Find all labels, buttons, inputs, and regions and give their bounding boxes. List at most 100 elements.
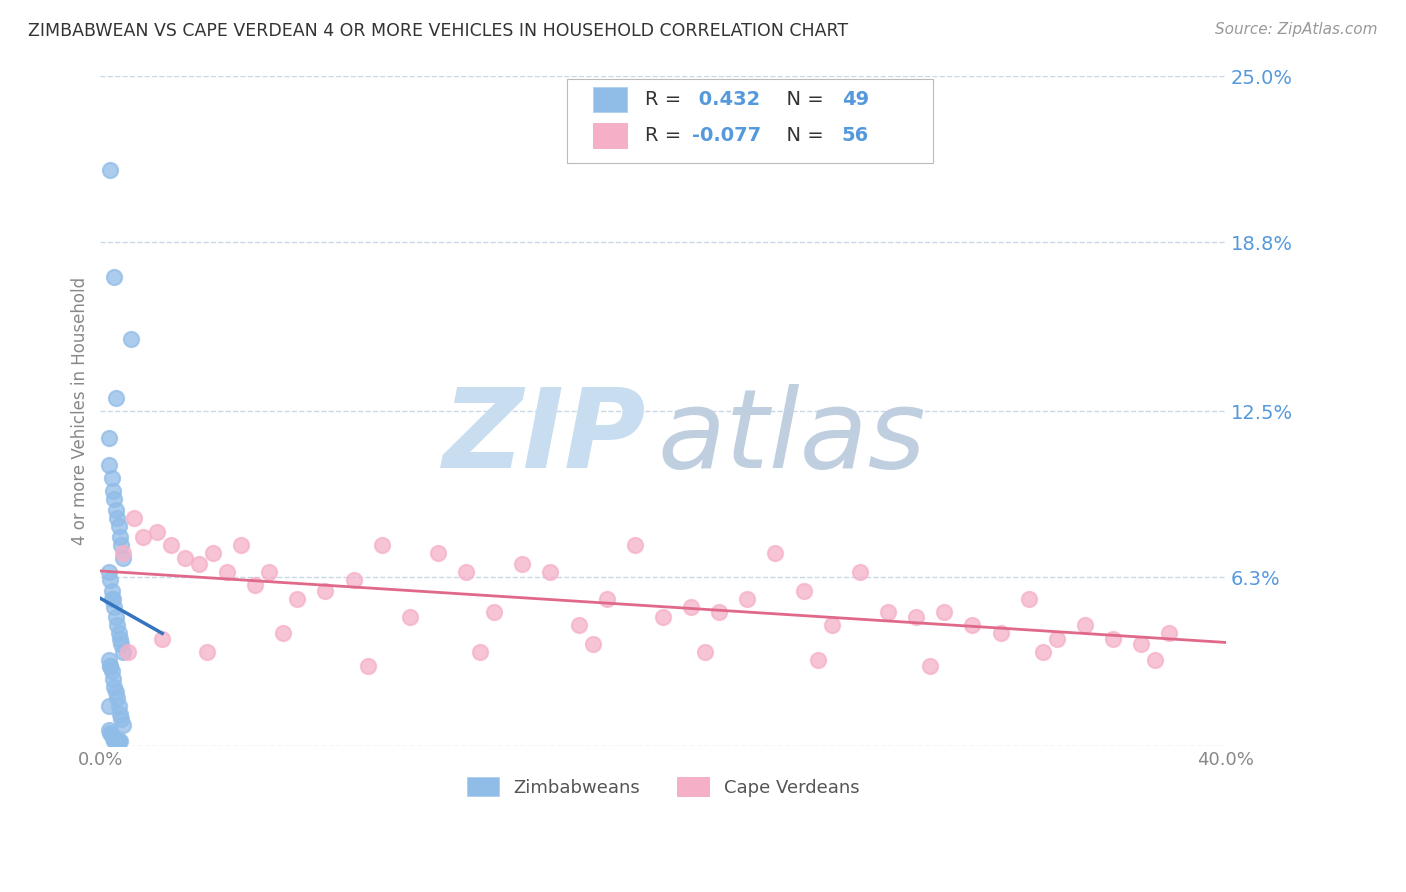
Text: 56: 56 (842, 126, 869, 145)
Point (1130, 637, 1153, 651)
Point (105, 618, 128, 632)
Text: N =: N = (775, 126, 831, 145)
Point (538, 565, 561, 579)
FancyBboxPatch shape (593, 123, 627, 148)
FancyBboxPatch shape (568, 79, 934, 163)
Point (100, 591, 122, 606)
Point (103, 270, 125, 285)
Text: 49: 49 (842, 90, 869, 109)
Point (1102, 632, 1125, 646)
Point (98, 162, 121, 177)
Point (110, 637, 132, 651)
Point (582, 637, 605, 651)
Point (849, 565, 872, 579)
Text: N =: N = (775, 90, 831, 109)
Point (342, 573, 364, 587)
Point (104, 503, 127, 517)
Point (934, 605, 956, 619)
Point (98, 573, 121, 587)
Point (709, 605, 731, 619)
Point (821, 618, 844, 632)
Point (920, 658, 942, 673)
Point (624, 538, 647, 552)
Point (257, 565, 280, 579)
Point (215, 565, 238, 579)
Point (201, 546, 224, 560)
Point (100, 583, 122, 598)
Text: ZIMBABWEAN VS CAPE VERDEAN 4 OR MORE VEHICLES IN HOUSEHOLD CORRELATION CHART: ZIMBABWEAN VS CAPE VERDEAN 4 OR MORE VEH… (28, 22, 848, 40)
Point (187, 557, 209, 571)
Point (150, 632, 173, 646)
Point (596, 591, 619, 606)
Point (97, 431, 120, 445)
Point (111, 717, 134, 731)
Point (807, 653, 830, 667)
Point (100, 471, 122, 485)
Point (568, 618, 591, 632)
Point (314, 583, 336, 598)
Point (105, 511, 128, 525)
Point (107, 698, 129, 713)
Point (111, 546, 134, 560)
Point (98, 458, 121, 472)
Point (111, 551, 134, 566)
Point (97, 698, 120, 713)
Point (104, 685, 127, 699)
Legend: Zimbabweans, Cape Verdeans: Zimbabweans, Cape Verdeans (460, 770, 866, 804)
Point (98, 658, 121, 673)
Point (285, 591, 308, 606)
Text: R =: R = (645, 90, 688, 109)
Text: -0.077: -0.077 (692, 126, 762, 145)
Point (108, 733, 131, 747)
Point (681, 599, 703, 614)
Point (104, 391, 127, 405)
Point (1046, 632, 1069, 646)
Point (97, 723, 120, 737)
Point (454, 565, 477, 579)
Point (100, 664, 122, 678)
Point (107, 519, 129, 533)
Point (737, 591, 759, 606)
Point (398, 610, 420, 624)
Point (107, 733, 129, 747)
Point (131, 530, 153, 544)
Point (103, 680, 125, 694)
Point (652, 610, 675, 624)
Point (108, 530, 131, 544)
Text: Source: ZipAtlas.com: Source: ZipAtlas.com (1215, 22, 1378, 37)
Point (107, 626, 129, 640)
Point (905, 610, 928, 624)
Point (98, 658, 121, 673)
Text: R =: R = (645, 126, 688, 145)
Point (101, 484, 124, 499)
Point (482, 605, 505, 619)
Text: ZIP: ZIP (443, 384, 647, 491)
Point (145, 524, 167, 539)
Point (990, 626, 1012, 640)
Point (1159, 626, 1181, 640)
Point (104, 610, 127, 624)
Point (101, 672, 124, 686)
Point (426, 546, 449, 560)
Point (356, 658, 378, 673)
Point (765, 546, 787, 560)
Point (243, 578, 266, 592)
Point (1018, 591, 1040, 606)
Y-axis label: 4 or more Vehicles in Household: 4 or more Vehicles in Household (72, 277, 89, 545)
Point (1032, 645, 1054, 659)
Point (108, 706, 131, 721)
Point (105, 690, 128, 705)
Point (195, 645, 218, 659)
Point (108, 632, 131, 646)
Point (962, 618, 984, 632)
Point (1144, 653, 1167, 667)
Text: atlas: atlas (658, 384, 927, 491)
Point (103, 599, 125, 614)
Point (110, 712, 132, 726)
Point (105, 733, 128, 747)
Point (97, 565, 120, 579)
Point (120, 332, 142, 346)
Point (159, 538, 181, 552)
Point (98, 725, 121, 739)
Point (103, 733, 125, 747)
